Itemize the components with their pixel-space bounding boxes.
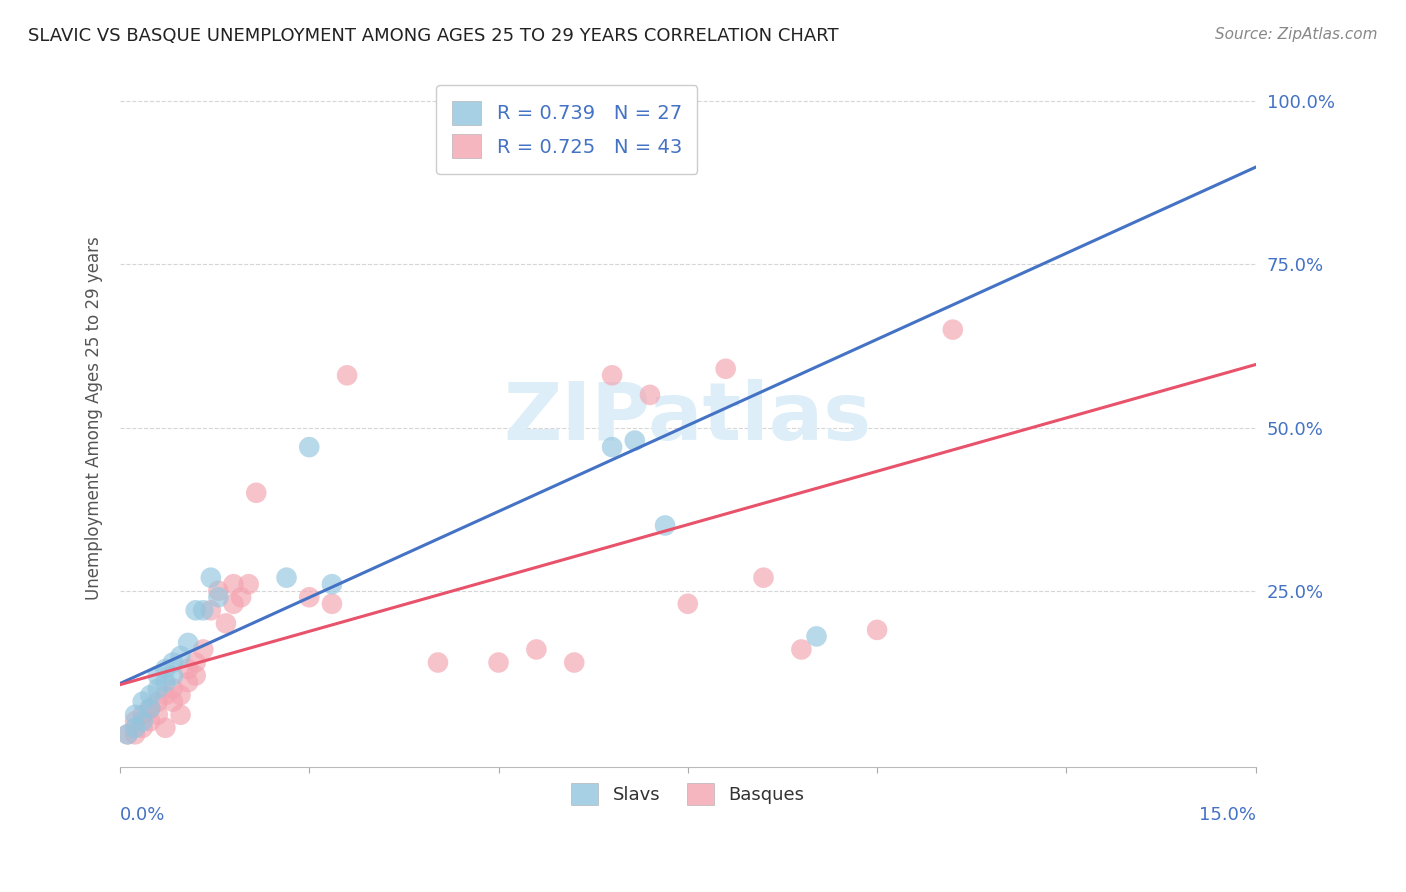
Point: [298, 440, 321, 454]
Point: [139, 688, 162, 702]
Point: [321, 597, 343, 611]
Point: [942, 323, 965, 337]
Point: [162, 695, 184, 709]
Point: [193, 642, 215, 657]
Point: [162, 656, 184, 670]
Point: [600, 368, 623, 383]
Point: [207, 583, 229, 598]
Point: [162, 681, 184, 696]
Point: [624, 434, 647, 448]
Point: [124, 727, 146, 741]
Point: [169, 688, 191, 702]
Point: [488, 656, 510, 670]
Point: [866, 623, 889, 637]
Point: [562, 656, 585, 670]
Point: [117, 727, 139, 741]
Point: [200, 571, 222, 585]
Point: [139, 714, 162, 729]
Text: SLAVIC VS BASQUE UNEMPLOYMENT AMONG AGES 25 TO 29 YEARS CORRELATION CHART: SLAVIC VS BASQUE UNEMPLOYMENT AMONG AGES…: [28, 27, 839, 45]
Point: [676, 597, 699, 611]
Text: 15.0%: 15.0%: [1199, 806, 1256, 824]
Point: [229, 591, 252, 605]
Point: [131, 695, 153, 709]
Point: [117, 727, 139, 741]
Point: [169, 707, 191, 722]
Point: [169, 648, 191, 663]
Text: ZIPatlas: ZIPatlas: [503, 379, 872, 457]
Text: 0.0%: 0.0%: [120, 806, 166, 824]
Point: [139, 701, 162, 715]
Point: [245, 485, 267, 500]
Point: [426, 656, 449, 670]
Point: [177, 636, 200, 650]
Point: [155, 721, 177, 735]
Point: [336, 368, 359, 383]
Point: [638, 388, 661, 402]
Point: [790, 642, 813, 657]
Text: Source: ZipAtlas.com: Source: ZipAtlas.com: [1215, 27, 1378, 42]
Point: [124, 714, 146, 729]
Point: [714, 361, 737, 376]
Point: [806, 629, 828, 643]
Point: [162, 668, 184, 682]
Point: [146, 707, 169, 722]
Point: [215, 616, 238, 631]
Point: [124, 707, 146, 722]
Legend: Slavs, Basques: Slavs, Basques: [562, 773, 814, 814]
Point: [222, 577, 245, 591]
Point: [184, 668, 207, 682]
Point: [131, 707, 153, 722]
Point: [131, 721, 153, 735]
Point: [298, 591, 321, 605]
Point: [654, 518, 676, 533]
Point: [131, 714, 153, 729]
Point: [124, 721, 146, 735]
Point: [139, 701, 162, 715]
Point: [222, 597, 245, 611]
Point: [146, 695, 169, 709]
Point: [524, 642, 547, 657]
Point: [600, 440, 623, 454]
Point: [321, 577, 343, 591]
Point: [155, 662, 177, 676]
Point: [193, 603, 215, 617]
Point: [146, 681, 169, 696]
Point: [184, 656, 207, 670]
Point: [155, 688, 177, 702]
Point: [752, 571, 775, 585]
Point: [146, 668, 169, 682]
Y-axis label: Unemployment Among Ages 25 to 29 years: Unemployment Among Ages 25 to 29 years: [86, 235, 103, 599]
Point: [200, 603, 222, 617]
Point: [276, 571, 298, 585]
Point: [207, 591, 229, 605]
Point: [184, 603, 207, 617]
Point: [155, 675, 177, 690]
Point: [238, 577, 260, 591]
Point: [676, 94, 699, 108]
Point: [177, 675, 200, 690]
Point: [177, 662, 200, 676]
